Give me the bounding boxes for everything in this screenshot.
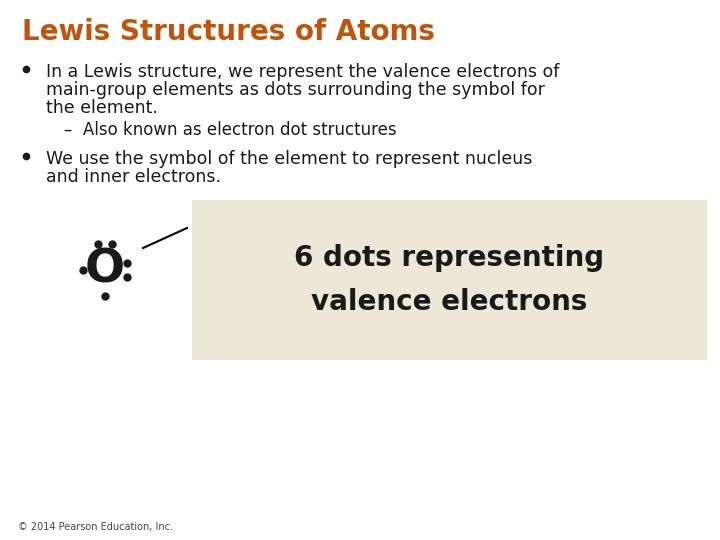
Text: and inner electrons.: and inner electrons.: [46, 168, 221, 186]
Text: © 2014 Pearson Education, Inc.: © 2014 Pearson Education, Inc.: [18, 522, 173, 532]
Text: In a Lewis structure, we represent the valence electrons of: In a Lewis structure, we represent the v…: [46, 63, 559, 81]
Text: O: O: [85, 247, 125, 293]
Text: valence electrons: valence electrons: [311, 288, 588, 316]
Text: the element.: the element.: [46, 99, 158, 117]
Text: Lewis Structures of Atoms: Lewis Structures of Atoms: [22, 18, 435, 46]
Text: 6 dots representing: 6 dots representing: [294, 244, 605, 272]
Text: –  Also known as electron dot structures: – Also known as electron dot structures: [64, 121, 397, 139]
Text: main-group elements as dots surrounding the symbol for: main-group elements as dots surrounding …: [46, 81, 545, 99]
Text: We use the symbol of the element to represent nucleus: We use the symbol of the element to repr…: [46, 150, 532, 168]
Bar: [192, 200, 707, 360]
